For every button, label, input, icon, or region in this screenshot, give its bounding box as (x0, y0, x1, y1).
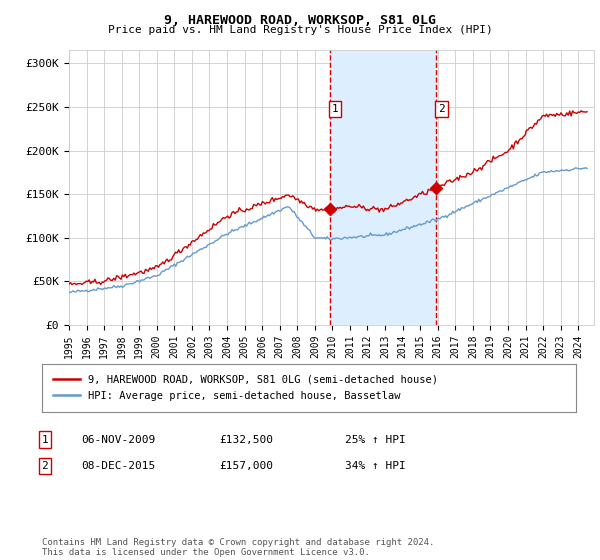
Legend: 9, HAREWOOD ROAD, WORKSOP, S81 0LG (semi-detached house), HPI: Average price, se: 9, HAREWOOD ROAD, WORKSOP, S81 0LG (semi… (47, 368, 444, 407)
Text: 34% ↑ HPI: 34% ↑ HPI (345, 461, 406, 471)
Bar (330, 50, 436, 325)
Text: £157,000: £157,000 (219, 461, 273, 471)
Text: 08-DEC-2015: 08-DEC-2015 (81, 461, 155, 471)
Text: Price paid vs. HM Land Registry's House Price Index (HPI): Price paid vs. HM Land Registry's House … (107, 25, 493, 35)
Text: 2: 2 (438, 104, 445, 114)
Text: 2: 2 (41, 461, 49, 471)
Text: 06-NOV-2009: 06-NOV-2009 (81, 435, 155, 445)
Text: 1: 1 (41, 435, 49, 445)
Text: 9, HAREWOOD ROAD, WORKSOP, S81 0LG: 9, HAREWOOD ROAD, WORKSOP, S81 0LG (164, 14, 436, 27)
Text: 1: 1 (332, 104, 338, 114)
Text: £132,500: £132,500 (219, 435, 273, 445)
Text: Contains HM Land Registry data © Crown copyright and database right 2024.
This d: Contains HM Land Registry data © Crown c… (42, 538, 434, 557)
Text: 25% ↑ HPI: 25% ↑ HPI (345, 435, 406, 445)
